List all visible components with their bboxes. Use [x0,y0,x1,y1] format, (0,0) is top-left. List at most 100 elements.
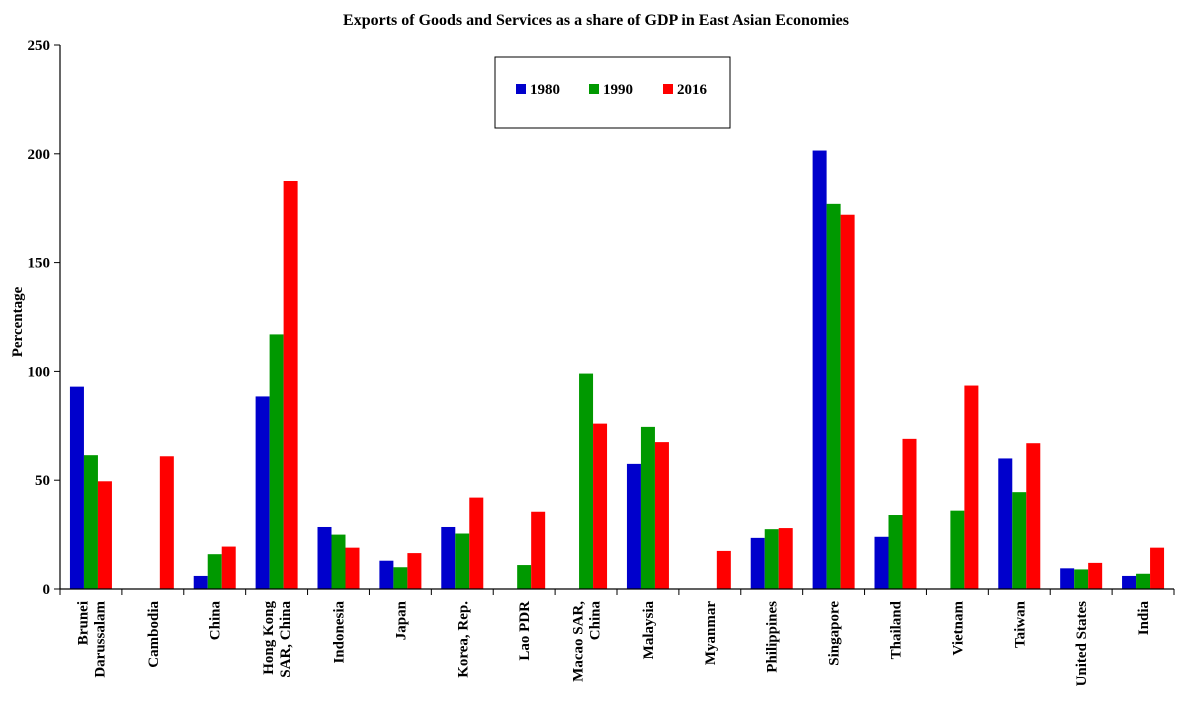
bar-1980 [751,538,765,589]
x-category-label-line: Macao SAR, [571,601,587,682]
x-category-label: Philippines [765,601,781,673]
y-tick-label: 150 [28,256,51,272]
legend-label: 2016 [677,82,708,98]
y-tick-label: 100 [28,364,51,380]
bar-2016 [222,547,236,589]
bar-1980 [875,537,889,589]
bar-2016 [1088,563,1102,589]
bar-2016 [903,439,917,589]
y-axis-label: Percentage [10,286,26,357]
legend-swatch [663,84,673,94]
x-category-label-line: Taiwan [1012,600,1028,648]
bar-1980 [813,151,827,589]
bar-2016 [593,424,607,589]
x-category-label-line: Thailand [889,600,905,659]
bar-2016 [1026,443,1040,589]
bar-2016 [531,512,545,589]
bar-2016 [1150,548,1164,589]
x-category-label-line: Malaysia [641,601,657,660]
bar-1980 [1122,576,1136,589]
legend-label: 1980 [530,82,560,98]
x-category-label-line: Brunei [75,601,91,645]
bar-1980 [998,458,1012,589]
x-category-label-line: Myanmar [703,601,719,665]
bar-1990 [950,511,964,589]
x-category-label-line: China [588,601,604,641]
bar-1990 [1012,492,1026,589]
x-category-label-line: Singapore [827,601,843,666]
x-category-label-line: India [1136,601,1152,636]
bar-1990 [1136,574,1150,589]
chart-title: Exports of Goods and Services as a share… [343,12,849,29]
bar-2016 [841,215,855,589]
bar-1980 [256,396,270,589]
x-category-label-line: Darussalam [92,600,108,677]
x-category-label: Hong Kong SAR, China [261,601,294,678]
x-category-label: Vietnam [950,600,966,655]
x-labels-group: Brunei Darussalam Cambodia China Hong Kong SA… [75,600,1152,686]
x-category-label: Lao PDR [517,601,533,661]
x-category-label-line: United States [1074,601,1090,687]
bars-group [70,151,1164,589]
bar-1990 [827,204,841,589]
x-category-label: Malaysia [641,601,657,660]
bar-1980 [318,527,332,589]
bar-1990 [270,334,284,589]
legend-swatch [516,84,526,94]
y-ticks-group: 0 50 100 150 200 250 [28,38,61,598]
x-category-label: Indonesia [332,601,348,664]
bar-1980 [627,464,641,589]
bar-2016 [160,456,174,589]
bar-2016 [779,528,793,589]
x-category-label-line: Philippines [765,601,781,673]
x-category-label: Taiwan [1012,600,1028,648]
x-category-label-line: Indonesia [332,601,348,664]
bar-1980 [70,387,84,589]
x-category-label: China [208,601,224,641]
bar-1990 [517,565,531,589]
bar-2016 [964,386,978,589]
x-category-label: United States [1074,601,1090,687]
y-tick-label: 200 [28,147,51,163]
x-category-label-line: Lao PDR [517,601,533,661]
x-category-label: Singapore [827,601,843,666]
bar-2016 [284,181,298,589]
bar-1990 [889,515,903,589]
x-category-label-line: Hong Kong [261,601,277,675]
bar-1980 [1060,568,1074,589]
bar-1990 [765,529,779,589]
bar-2016 [469,498,483,589]
y-tick-label: 0 [43,582,51,598]
bar-2016 [717,551,731,589]
y-tick-label: 50 [35,473,50,489]
x-category-label: Myanmar [703,601,719,665]
bar-2016 [655,442,669,589]
x-category-label-line: Vietnam [950,600,966,655]
x-category-label-line: Korea, Rep. [455,601,471,678]
bar-1980 [379,561,393,589]
bar-1980 [441,527,455,589]
x-category-label: Macao SAR, China [571,601,604,682]
bar-2016 [407,553,421,589]
x-category-label: Cambodia [146,601,162,668]
bar-1990 [1074,569,1088,589]
x-category-label: India [1136,601,1152,636]
x-category-label-line: Japan [393,600,409,640]
y-tick-label: 250 [28,38,51,54]
x-category-label: Thailand [889,600,905,659]
legend: 1980 1990 2016 [495,57,730,128]
bar-2016 [98,481,112,589]
bar-1990 [579,374,593,589]
x-category-label: Brunei Darussalam [75,600,108,677]
bar-1990 [332,535,346,589]
bar-1990 [208,554,222,589]
legend-label: 1990 [603,82,633,98]
x-category-label: Japan [393,600,409,640]
bar-1990 [84,455,98,589]
x-category-label-line: Cambodia [146,601,162,668]
bar-1990 [641,427,655,589]
bar-1980 [194,576,208,589]
legend-swatch [589,84,599,94]
bar-1990 [393,567,407,589]
